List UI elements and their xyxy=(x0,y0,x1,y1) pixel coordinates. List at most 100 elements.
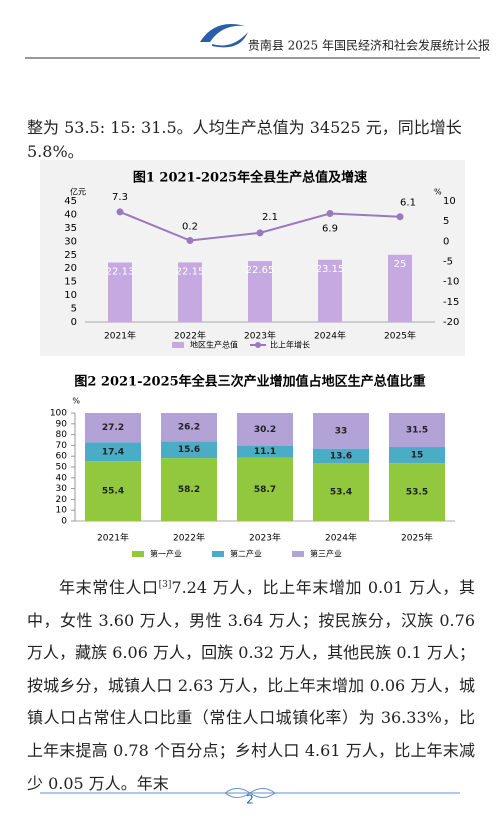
legend-label: 比上年增长 xyxy=(270,340,310,350)
chart: 图2 2021-2025年全县三次产业增加值占地区生产总值比重% 01020304… xyxy=(50,374,455,559)
text: 7.24 万人，比上年末增加 0.01 万人，其中，女性 3.60 万人，男性 … xyxy=(27,578,475,793)
x-tick-label: 2022年 xyxy=(174,330,206,342)
bar xyxy=(161,441,217,459)
legend-swatch xyxy=(132,551,144,557)
y-tick-label: 70 xyxy=(56,441,68,451)
data-label: 11.1 xyxy=(254,447,276,457)
y2-tick-label: 0 xyxy=(443,236,449,247)
y-tick-label: 35 xyxy=(64,223,77,234)
bar xyxy=(85,413,141,443)
line-marker xyxy=(326,210,334,218)
y-tick-label: 10 xyxy=(64,290,77,301)
y-tick-label: 25 xyxy=(64,250,77,261)
data-label: 6.9 xyxy=(322,224,338,235)
chart-title: 图1 2021-2025年全县生产总值及增速 xyxy=(133,170,367,186)
y-tick-label: 30 xyxy=(56,484,68,494)
x-tick-label: 2023年 xyxy=(244,330,276,342)
bar xyxy=(178,262,202,322)
data-label: 7.3 xyxy=(112,192,128,203)
legend-swatch xyxy=(212,551,224,557)
bar xyxy=(313,463,369,521)
bar xyxy=(388,254,412,322)
data-label: 13.6 xyxy=(330,451,352,461)
y-tick-label: 0 xyxy=(61,517,67,527)
paragraph: 年末常住人口[3]7.24 万人，比上年末增加 0.01 万人，其中，女性 3.… xyxy=(27,572,475,800)
y2-tick-label: -15 xyxy=(443,297,459,308)
y-tick-label: 40 xyxy=(56,473,68,483)
chart-title: 图2 2021-2025年全县三次产业增加值占地区生产总值比重 xyxy=(74,374,425,390)
data-label: 22.13 xyxy=(106,266,135,277)
logo xyxy=(212,32,248,48)
legend-swatch xyxy=(292,551,304,557)
data-label: 26.2 xyxy=(178,423,200,433)
y-axis-label: 亿元 xyxy=(70,187,86,197)
bar xyxy=(237,413,293,446)
page-number: 2 xyxy=(246,793,254,807)
bar xyxy=(237,445,293,458)
x-tick-label: 2022年 xyxy=(173,532,205,544)
bar xyxy=(161,413,217,442)
x-tick-label: 2021年 xyxy=(104,330,136,342)
data-label: 27.2 xyxy=(102,423,124,433)
y2-tick-label: -10 xyxy=(443,277,459,288)
data-label: 33 xyxy=(335,426,348,436)
legend-label: 第一产业 xyxy=(150,549,182,559)
y-tick-label: 45 xyxy=(64,196,77,207)
line-marker xyxy=(396,213,404,221)
y2-tick-label: 10 xyxy=(443,196,456,207)
data-label: 30.2 xyxy=(254,425,276,435)
ornament xyxy=(224,788,276,798)
line-marker xyxy=(116,208,124,216)
bar xyxy=(313,413,369,449)
data-label: 15.6 xyxy=(178,445,200,455)
y2-tick-label: 5 xyxy=(443,216,449,227)
legend-label: 地区生产总值 xyxy=(190,340,238,350)
y-tick-label: 100 xyxy=(50,409,67,419)
bar xyxy=(108,262,132,322)
data-label: 23.15 xyxy=(316,264,345,275)
data-label: 2.1 xyxy=(262,212,278,223)
x-tick-label: 2024年 xyxy=(314,330,346,342)
y-tick-label: 20 xyxy=(56,495,68,505)
y-tick-label: 30 xyxy=(64,236,77,247)
data-label: 22.65 xyxy=(246,265,275,276)
paragraph: 整为 53.5: 15: 31.5。人均生产总值为 34525 元，同比增长 5… xyxy=(27,118,462,161)
data-label: 15 xyxy=(411,451,424,461)
data-label: 25 xyxy=(394,259,407,270)
data-label: 22.15 xyxy=(176,266,205,277)
bar xyxy=(313,448,369,464)
y-tick-label: 50 xyxy=(56,463,68,473)
data-label: 58.7 xyxy=(254,485,276,495)
y-tick-label: 40 xyxy=(64,209,77,220)
y-tick-label: 80 xyxy=(56,430,68,440)
bar xyxy=(389,447,445,464)
bar xyxy=(237,457,293,521)
bar xyxy=(248,261,272,322)
y-tick-label: 0 xyxy=(71,317,77,328)
header: 贵南县 2025 年国民经济和社会发展统计公报 xyxy=(25,24,490,59)
bar xyxy=(85,461,141,521)
data-label: 31.5 xyxy=(406,426,428,436)
data-label: 55.4 xyxy=(102,487,124,497)
y-tick-label: 5 xyxy=(71,304,77,315)
y2-tick-label: -5 xyxy=(443,257,453,268)
line-marker xyxy=(186,237,194,245)
footnote-ref: [3] xyxy=(158,580,172,590)
data-label: 53.4 xyxy=(330,488,352,498)
bar xyxy=(389,463,445,521)
x-tick-label: 2021年 xyxy=(97,532,129,544)
data-label: 0.2 xyxy=(182,222,198,233)
bar xyxy=(318,259,342,322)
legend-label: 第三产业 xyxy=(310,549,342,559)
x-tick-label: 2025年 xyxy=(401,532,433,544)
legend-marker xyxy=(255,342,261,348)
bar xyxy=(389,413,445,448)
bar xyxy=(85,442,141,462)
data-label: 6.1 xyxy=(400,198,416,209)
x-tick-label: 2024年 xyxy=(325,532,357,544)
y-axis-label: % xyxy=(72,397,80,406)
footer: 2 xyxy=(40,788,460,807)
y2-axis-label: % xyxy=(434,188,442,197)
